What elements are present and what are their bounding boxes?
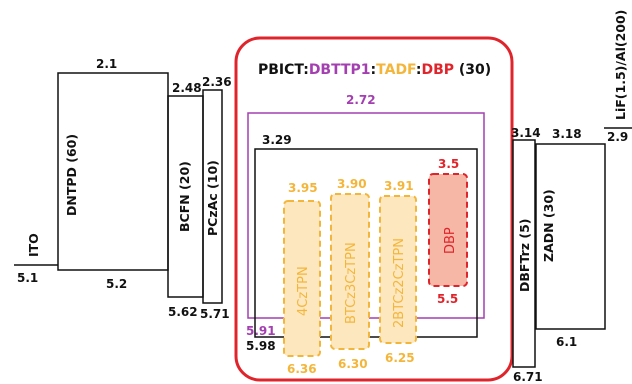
dbftrz-lumo: 3.14 (511, 126, 541, 140)
dopant-btcz3cztpn-lumo: 3.90 (337, 177, 367, 191)
pczac-homo: 5.71 (200, 307, 230, 321)
pbict-lumo: 3.29 (262, 133, 292, 147)
pbict-homo: 5.98 (246, 339, 276, 353)
ito-label: ITO (26, 233, 41, 257)
zadn-layer: 3.18 6.1 ZADN (30) (535, 127, 606, 349)
ito-layer: ITO 5.1 (14, 233, 58, 285)
dopant-dbp: 3.5 5.5 DBP (428, 157, 468, 306)
zadn-label: ZADN (30) (541, 189, 556, 262)
dopant-4cztpn-homo: 6.36 (287, 362, 317, 376)
pczac-label: PCzAc (10) (205, 160, 220, 236)
pczac-layer: 2.36 5.71 PCzAc (10) (200, 75, 232, 321)
dopant-btcz3cztpn-homo: 6.30 (338, 357, 368, 371)
pczac-lumo: 2.36 (202, 75, 232, 89)
dopant-dbp-homo: 5.5 (437, 292, 458, 306)
dntpd-layer: 2.1 5.2 DNTPD (60) (57, 57, 169, 291)
dopant-4cztpn-label: 4CzTPN (296, 266, 311, 316)
dbftrz-label: DBFTrz (5) (517, 218, 532, 292)
dopant-2btcz2cztpn-box (379, 195, 417, 344)
dopant-btcz3cztpn-label: BTCz3CzTPN (344, 242, 359, 324)
dbftrz-homo: 6.71 (513, 370, 543, 384)
lif-label: LiF(1.5)/Al(200) (613, 10, 628, 120)
eml-title-sep2: : (371, 62, 377, 78)
dopant-2btcz2cztpn-label: 2BTCz2CzTPN (392, 238, 407, 328)
dopant-2btcz2cztpn: 3.91 6.25 2BTCz2CzTPN (379, 179, 417, 365)
eml-outline (234, 36, 514, 382)
dbttp1-homo: 5.91 (246, 324, 276, 338)
dopant-4cztpn-lumo: 3.95 (288, 181, 318, 195)
dopant-dbp-box (428, 173, 468, 287)
lif-al-layer: LiF(1.5)/Al(200) 2.9 (604, 10, 632, 144)
eml-title-emitter: DBP (421, 62, 454, 78)
dbttp1-lumo: 2.72 (346, 93, 376, 107)
eml-title-sep1: : (303, 62, 309, 78)
eml-title-host: PBICT (258, 62, 304, 78)
dbftrz-box (512, 139, 536, 368)
eml-title-thickness: (30) (454, 62, 491, 78)
zadn-homo: 6.1 (556, 335, 577, 349)
dntpd-homo: 5.2 (106, 277, 127, 291)
eml-title: PBICT:DBTTP1:TADF:DBP (30) (258, 62, 491, 78)
bcfn-label: BCFN (20) (177, 161, 192, 232)
dntpd-label: DNTPD (60) (64, 134, 79, 216)
dopant-btcz3cztpn: 3.90 6.30 BTCz3CzTPN (330, 177, 370, 371)
dntpd-lumo: 2.1 (96, 57, 117, 71)
dopant-2btcz2cztpn-homo: 6.25 (385, 351, 415, 365)
dbftrz-layer: 3.14 6.71 DBFTrz (5) (511, 126, 543, 384)
emission-layer: PBICT:DBTTP1:TADF:DBP (30) 2.72 5.91 3.2… (234, 36, 514, 382)
eml-title-tadf: TADF (376, 62, 416, 78)
dopant-dbp-label: DBP (443, 227, 458, 254)
zadn-lumo: 3.18 (552, 127, 582, 141)
dopant-btcz3cztpn-box (330, 193, 370, 350)
dopant-4cztpn-box (283, 200, 321, 357)
eml-title-sep3: : (416, 62, 422, 78)
bcfn-lumo: 2.48 (172, 81, 202, 95)
dopant-dbp-lumo: 3.5 (438, 157, 459, 171)
eml-title-sensitizer: DBTTP1 (309, 62, 371, 78)
bcfn-homo: 5.62 (168, 305, 198, 319)
bcfn-layer: 2.48 5.62 BCFN (20) (167, 81, 204, 319)
dopant-2btcz2cztpn-lumo: 3.91 (384, 179, 414, 193)
lif-work-function: 2.9 (607, 130, 628, 144)
dopant-4cztpn: 3.95 6.36 4CzTPN (283, 181, 321, 376)
zadn-box (535, 143, 606, 330)
pczac-box (202, 89, 223, 304)
ito-work-function: 5.1 (17, 271, 38, 285)
